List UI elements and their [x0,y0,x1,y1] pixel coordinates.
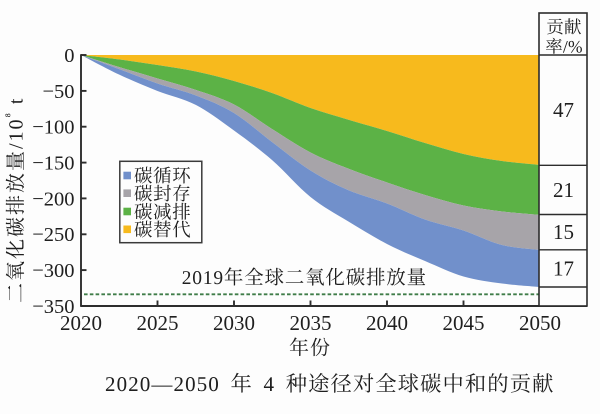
svg-text:−350: −350 [32,296,74,318]
svg-text:2035: 2035 [290,311,332,335]
svg-text:−250: −250 [32,224,74,246]
svg-text:2025: 2025 [137,311,179,335]
svg-text:−100: −100 [32,117,74,139]
svg-text:2020: 2020 [60,311,102,335]
svg-text:21: 21 [553,178,574,202]
svg-text:15: 15 [553,220,574,244]
svg-text:−150: −150 [32,153,74,175]
svg-text:2050: 2050 [519,311,561,335]
svg-text:−200: −200 [32,188,74,210]
svg-text:2030: 2030 [213,311,255,335]
svg-text:−300: −300 [32,260,74,282]
svg-text:−50: −50 [42,81,74,103]
svg-text:2040: 2040 [366,311,408,335]
svg-text:0: 0 [64,45,74,67]
svg-text:47: 47 [553,98,574,122]
svg-text:17: 17 [553,256,574,280]
svg-text:2045: 2045 [443,311,485,335]
